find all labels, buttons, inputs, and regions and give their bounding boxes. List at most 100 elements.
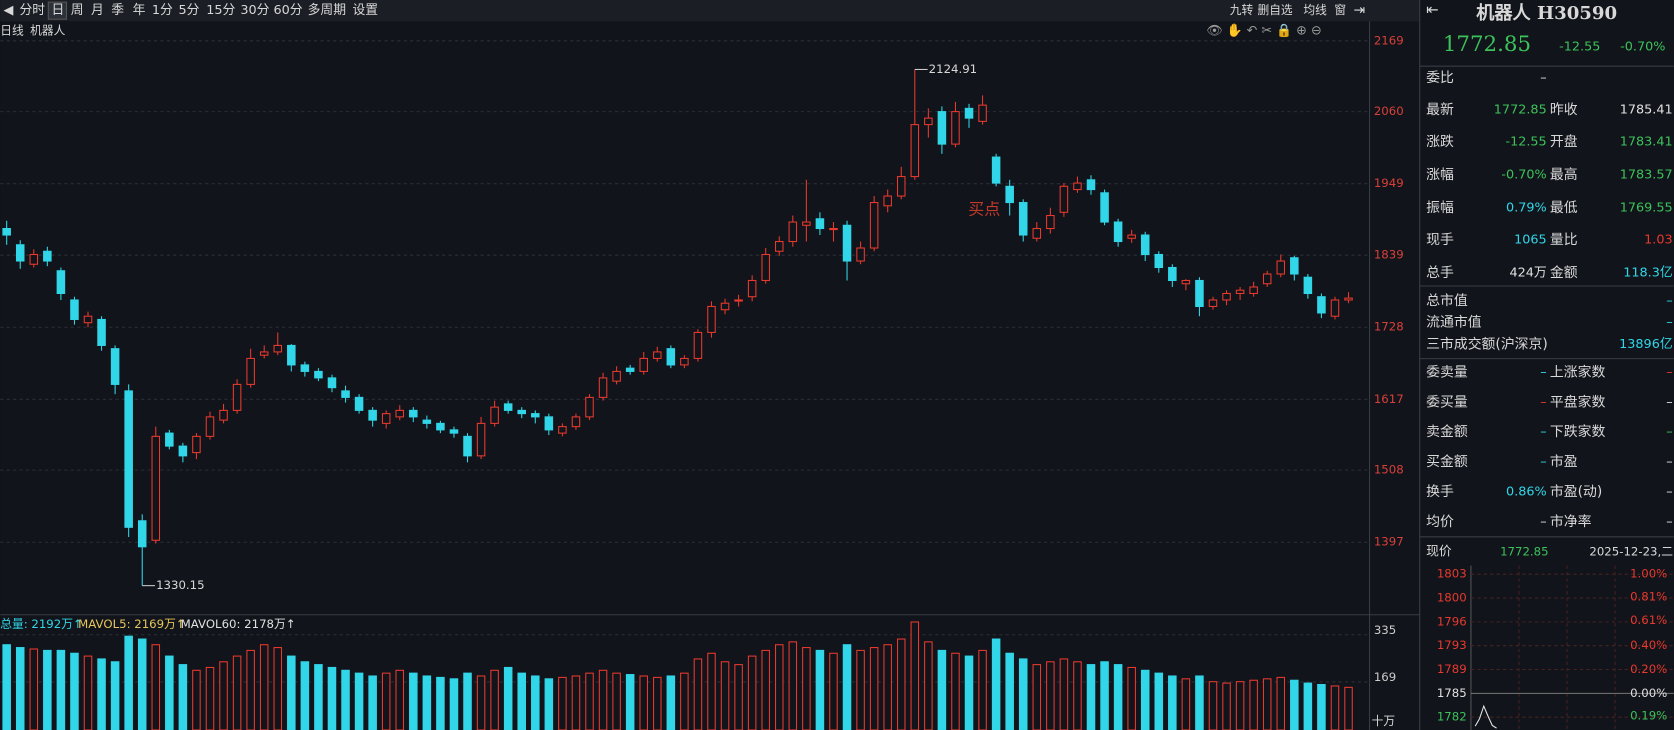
y-tick-label: 1839 — [1374, 248, 1404, 262]
volume-bar — [1290, 679, 1299, 730]
volume-bar — [246, 649, 255, 730]
row-value: 118.3亿 — [1623, 266, 1672, 281]
tool-button[interactable]: 九转 — [1230, 3, 1254, 17]
quote-price: 1772.85 — [1443, 32, 1531, 57]
chart-tools[interactable]: 👁 ✋ ↶ ✂ 🔒 ⊕ ⊖ — [1206, 22, 1321, 38]
volume-bar — [97, 658, 106, 730]
volume-bar — [232, 655, 242, 730]
volume-bar — [70, 652, 79, 730]
volume-bar — [83, 655, 93, 730]
row-label: 上涨家数 — [1550, 363, 1606, 380]
volume-bar — [1086, 664, 1096, 730]
tool-button[interactable]: 删自选 — [1257, 3, 1292, 17]
candle-body — [15, 244, 25, 262]
row-value: 1783.41 — [1620, 134, 1673, 149]
candle-body — [246, 357, 255, 385]
candle-body — [707, 305, 716, 333]
volume-bar — [110, 661, 120, 730]
candle-body — [219, 409, 228, 421]
panel-icon[interactable]: ⇤ — [1426, 1, 1439, 19]
row-value: -0.70% — [1501, 168, 1546, 183]
period-tab[interactable]: 分时 — [19, 3, 45, 18]
period-tab[interactable]: 15分 — [206, 3, 235, 18]
volume-bar — [612, 672, 621, 730]
quote-change: -12.55 — [1559, 39, 1600, 54]
y-tick-label: 1949 — [1374, 176, 1404, 190]
volume-bar — [1154, 672, 1164, 730]
volume-bar — [1262, 678, 1272, 730]
period-tab[interactable]: 日 — [52, 3, 65, 18]
period-tab[interactable]: 月 — [91, 3, 104, 18]
candle-body — [1290, 257, 1299, 275]
period-tab[interactable]: 周 — [71, 3, 84, 18]
candle-body — [354, 396, 364, 411]
candle-body — [1195, 279, 1204, 307]
period-tab[interactable]: 年 — [133, 3, 146, 18]
candle-body — [937, 111, 947, 145]
row-value: 1785.41 — [1620, 102, 1673, 117]
row-label: 三市成交额(沪深京) — [1426, 336, 1548, 353]
volume-bar — [571, 675, 581, 730]
volume-bar — [327, 666, 337, 730]
period-tab[interactable]: 30分 — [240, 3, 269, 18]
candle-body — [1046, 215, 1055, 230]
intraday-price: 1772.85 — [1500, 544, 1548, 558]
volume-bar — [490, 669, 499, 730]
volume-bar — [124, 635, 133, 730]
candle-body — [1086, 179, 1096, 191]
candle-body — [829, 227, 838, 231]
candle-body — [869, 202, 879, 249]
candle-body — [436, 422, 445, 431]
back-icon[interactable]: ◀ — [3, 3, 13, 18]
y-tick-label: 169 — [1374, 670, 1396, 684]
candle-body — [368, 409, 377, 421]
candle-body — [232, 383, 242, 411]
candle-body — [110, 348, 120, 385]
candle-body — [1208, 299, 1218, 307]
volume-bar — [1100, 661, 1109, 730]
candle-body — [625, 367, 635, 372]
period-tab[interactable]: 60分 — [273, 3, 302, 18]
y2-tick-label: 0.20% — [1630, 662, 1667, 676]
volume-bar — [774, 644, 784, 730]
volume-legend: MAVOL5: 2169万↑ — [78, 617, 185, 631]
row-label: 委买量 — [1426, 394, 1468, 410]
volume-bar — [1249, 679, 1258, 730]
volume-bar — [1059, 658, 1069, 730]
period-tab[interactable]: 1分 — [152, 3, 173, 18]
period-tab[interactable]: 多周期 — [308, 3, 346, 18]
intraday-line — [1474, 704, 1497, 729]
volume-bar — [1046, 661, 1055, 730]
candle-body — [598, 377, 608, 398]
tool-button[interactable]: 均线 — [1303, 3, 1327, 17]
candle-body — [639, 357, 648, 372]
candle-body — [964, 107, 974, 119]
y2-tick-label: 0.81% — [1630, 589, 1667, 603]
candle-body — [1181, 279, 1191, 285]
candle-body — [1018, 202, 1028, 236]
y-tick-label: 1800 — [1437, 591, 1467, 605]
candle-body — [381, 413, 391, 424]
row-label: 昨收 — [1550, 102, 1578, 118]
volume-bar — [829, 652, 838, 730]
volume-bar — [964, 655, 974, 730]
candle-body — [259, 351, 269, 356]
row-label: 总市值 — [1426, 292, 1468, 309]
candle-body — [517, 409, 527, 415]
candle-body — [463, 435, 472, 457]
period-tab[interactable]: 季 — [111, 3, 124, 18]
period-tab[interactable]: 设置 — [352, 3, 378, 18]
candle-body — [666, 348, 676, 366]
y-tick-label: 1793 — [1437, 638, 1467, 652]
y-tick-label: 1617 — [1374, 392, 1404, 406]
volume-bar — [869, 647, 879, 730]
row-label: 开盘 — [1550, 133, 1578, 150]
collapse-icon[interactable]: ⇥ — [1354, 3, 1366, 19]
period-tab[interactable]: 5分 — [179, 3, 200, 18]
row-value: 1.03 — [1644, 233, 1672, 248]
tool-button[interactable]: 窗 — [1334, 3, 1346, 17]
row-label: 买金额 — [1426, 454, 1468, 470]
row-label: 涨幅 — [1426, 167, 1454, 183]
